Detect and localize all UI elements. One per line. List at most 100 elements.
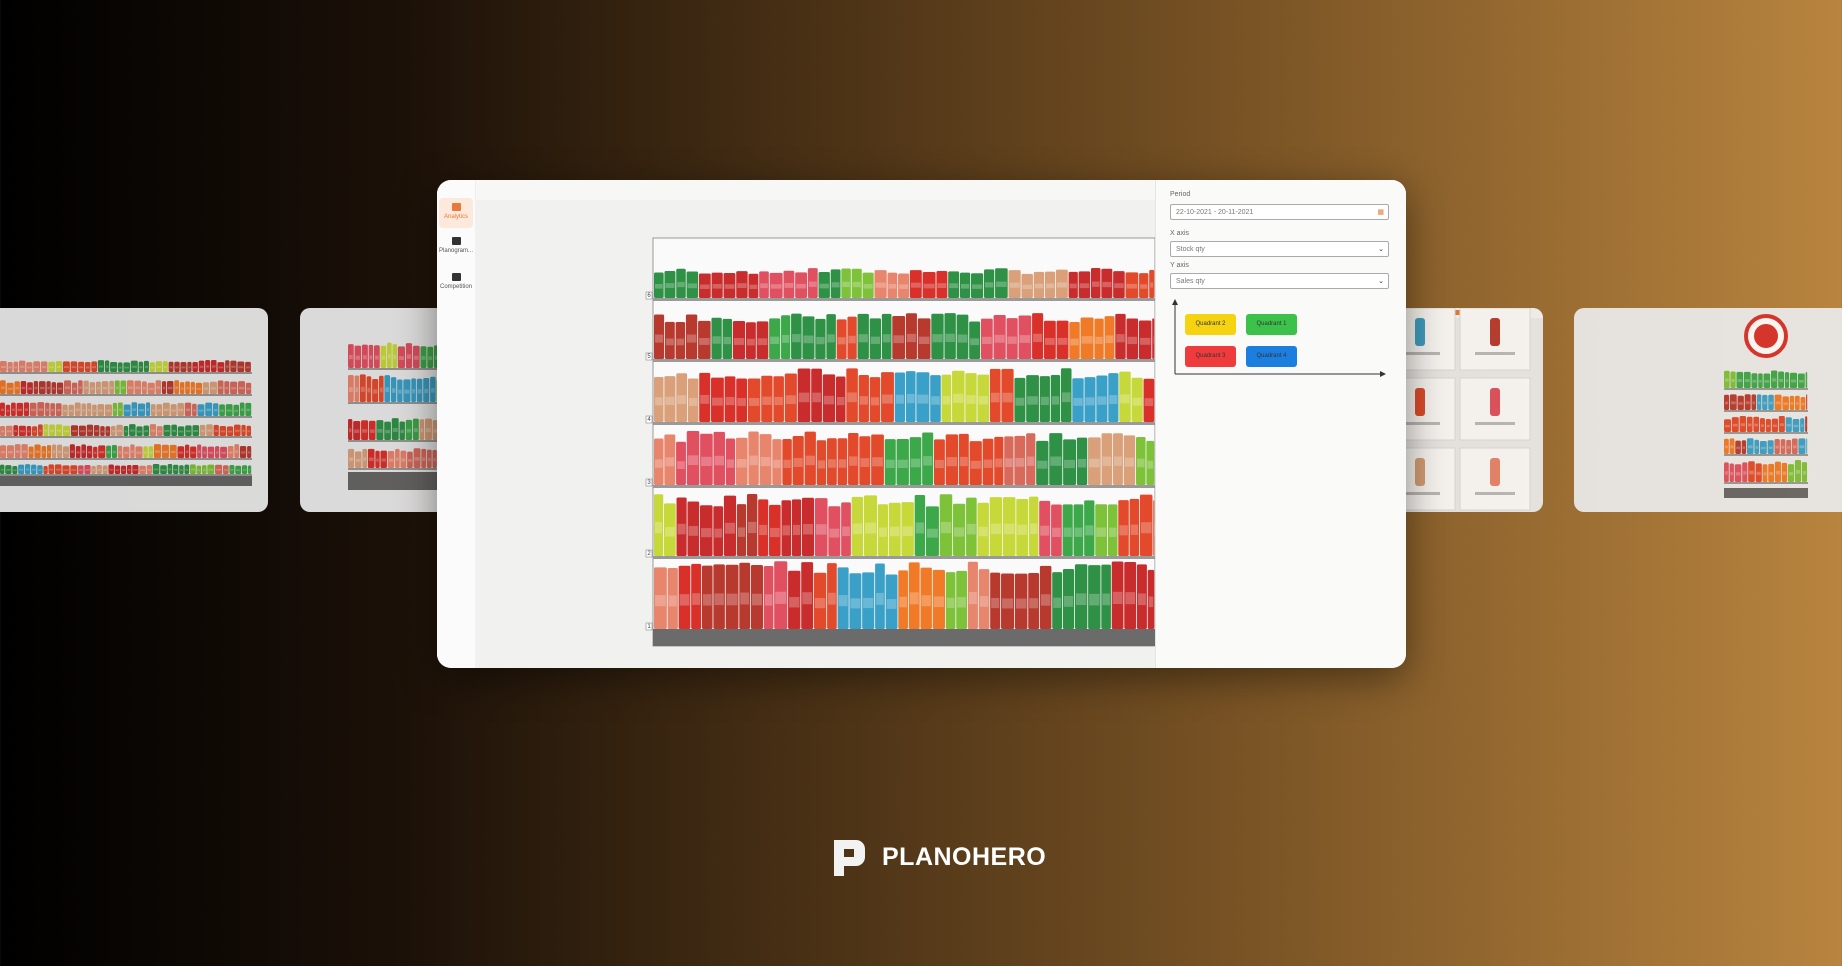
product [909, 437, 922, 485]
field-value: Stock qty [1176, 246, 1205, 253]
product [676, 268, 686, 298]
product [91, 361, 97, 372]
product-label [1790, 379, 1797, 383]
product-label [970, 460, 981, 469]
sidebar-label: Analytics [443, 214, 468, 220]
product-label [882, 394, 893, 404]
date-input[interactable]: 22-10-2021 - 20-11-2021 ▦ [1170, 204, 1389, 220]
select[interactable]: Sales qty ⌄ [1170, 273, 1389, 289]
product [1748, 461, 1755, 482]
product [1759, 441, 1767, 454]
product-label [1747, 445, 1753, 449]
product-label [931, 396, 940, 405]
product [234, 444, 240, 458]
product [941, 374, 952, 422]
shelf [0, 394, 252, 396]
product [822, 374, 836, 422]
product-label [847, 392, 857, 403]
product-label [1130, 524, 1139, 535]
product [112, 402, 117, 416]
product [1108, 504, 1118, 556]
product [774, 561, 788, 629]
product-label [1779, 423, 1784, 427]
product [91, 465, 96, 474]
product-label [1801, 402, 1805, 406]
product-label [677, 523, 686, 535]
product [736, 378, 748, 422]
product [724, 376, 736, 422]
product-label [1053, 597, 1062, 608]
product [162, 361, 168, 372]
product [75, 446, 81, 458]
product [56, 382, 64, 394]
sidebar-item[interactable]: Analytics [439, 198, 473, 228]
product [801, 497, 814, 556]
calendar-icon[interactable]: ▦ [1377, 209, 1384, 216]
quadrant-button[interactable]: Quadrant 4 [1246, 346, 1297, 367]
product [1101, 564, 1111, 629]
product-label [153, 468, 159, 471]
product [46, 445, 52, 458]
product-label [724, 522, 736, 534]
product [675, 322, 686, 359]
product-label [242, 429, 245, 432]
product-label [149, 451, 153, 454]
product [835, 376, 846, 422]
product [1113, 433, 1123, 485]
product-label [831, 282, 840, 288]
product [84, 464, 91, 474]
product-label [142, 387, 146, 390]
quadrant-button[interactable]: Quadrant 1 [1246, 314, 1297, 335]
product [1791, 438, 1798, 454]
product-label [933, 596, 944, 608]
product-label [1752, 379, 1757, 383]
sidebar-item[interactable]: Competition [439, 268, 473, 298]
product [1735, 440, 1741, 454]
product [851, 268, 862, 298]
product-label [1783, 402, 1788, 405]
quadrant-button[interactable]: Quadrant 3 [1185, 346, 1236, 367]
quadrant-button[interactable]: Quadrant 2 [1185, 314, 1236, 335]
product [120, 380, 127, 394]
product [1746, 438, 1754, 454]
product [1108, 373, 1119, 422]
product-label [174, 468, 178, 471]
product-label [58, 450, 62, 454]
product-label [957, 334, 968, 343]
product-label [966, 395, 976, 404]
product [167, 464, 173, 474]
product-label [147, 469, 151, 471]
product [348, 448, 355, 468]
product [1002, 497, 1016, 556]
product [1052, 572, 1063, 629]
product [713, 431, 725, 485]
product [114, 465, 121, 474]
product-label [103, 469, 107, 471]
sidebar-item[interactable]: Planogram... [439, 232, 473, 262]
product [687, 378, 699, 422]
product-label [665, 396, 675, 406]
product [138, 361, 144, 372]
product [1736, 371, 1744, 388]
product [654, 567, 667, 629]
product [1781, 462, 1788, 482]
product [977, 374, 990, 422]
product-label [1796, 402, 1799, 405]
select[interactable]: Stock qty ⌄ [1170, 241, 1389, 257]
product [1096, 375, 1108, 422]
product-label [414, 457, 420, 461]
product-label [362, 429, 368, 433]
product [816, 440, 827, 485]
product [152, 464, 160, 474]
product [117, 402, 123, 416]
product-label [1752, 401, 1756, 405]
product-label [1051, 396, 1060, 405]
product [84, 361, 91, 372]
product-label [106, 430, 110, 433]
product-label [676, 338, 685, 346]
product [1724, 419, 1732, 432]
product [12, 465, 18, 474]
product-label [1754, 423, 1759, 427]
product [217, 380, 224, 394]
product-label [816, 336, 825, 345]
